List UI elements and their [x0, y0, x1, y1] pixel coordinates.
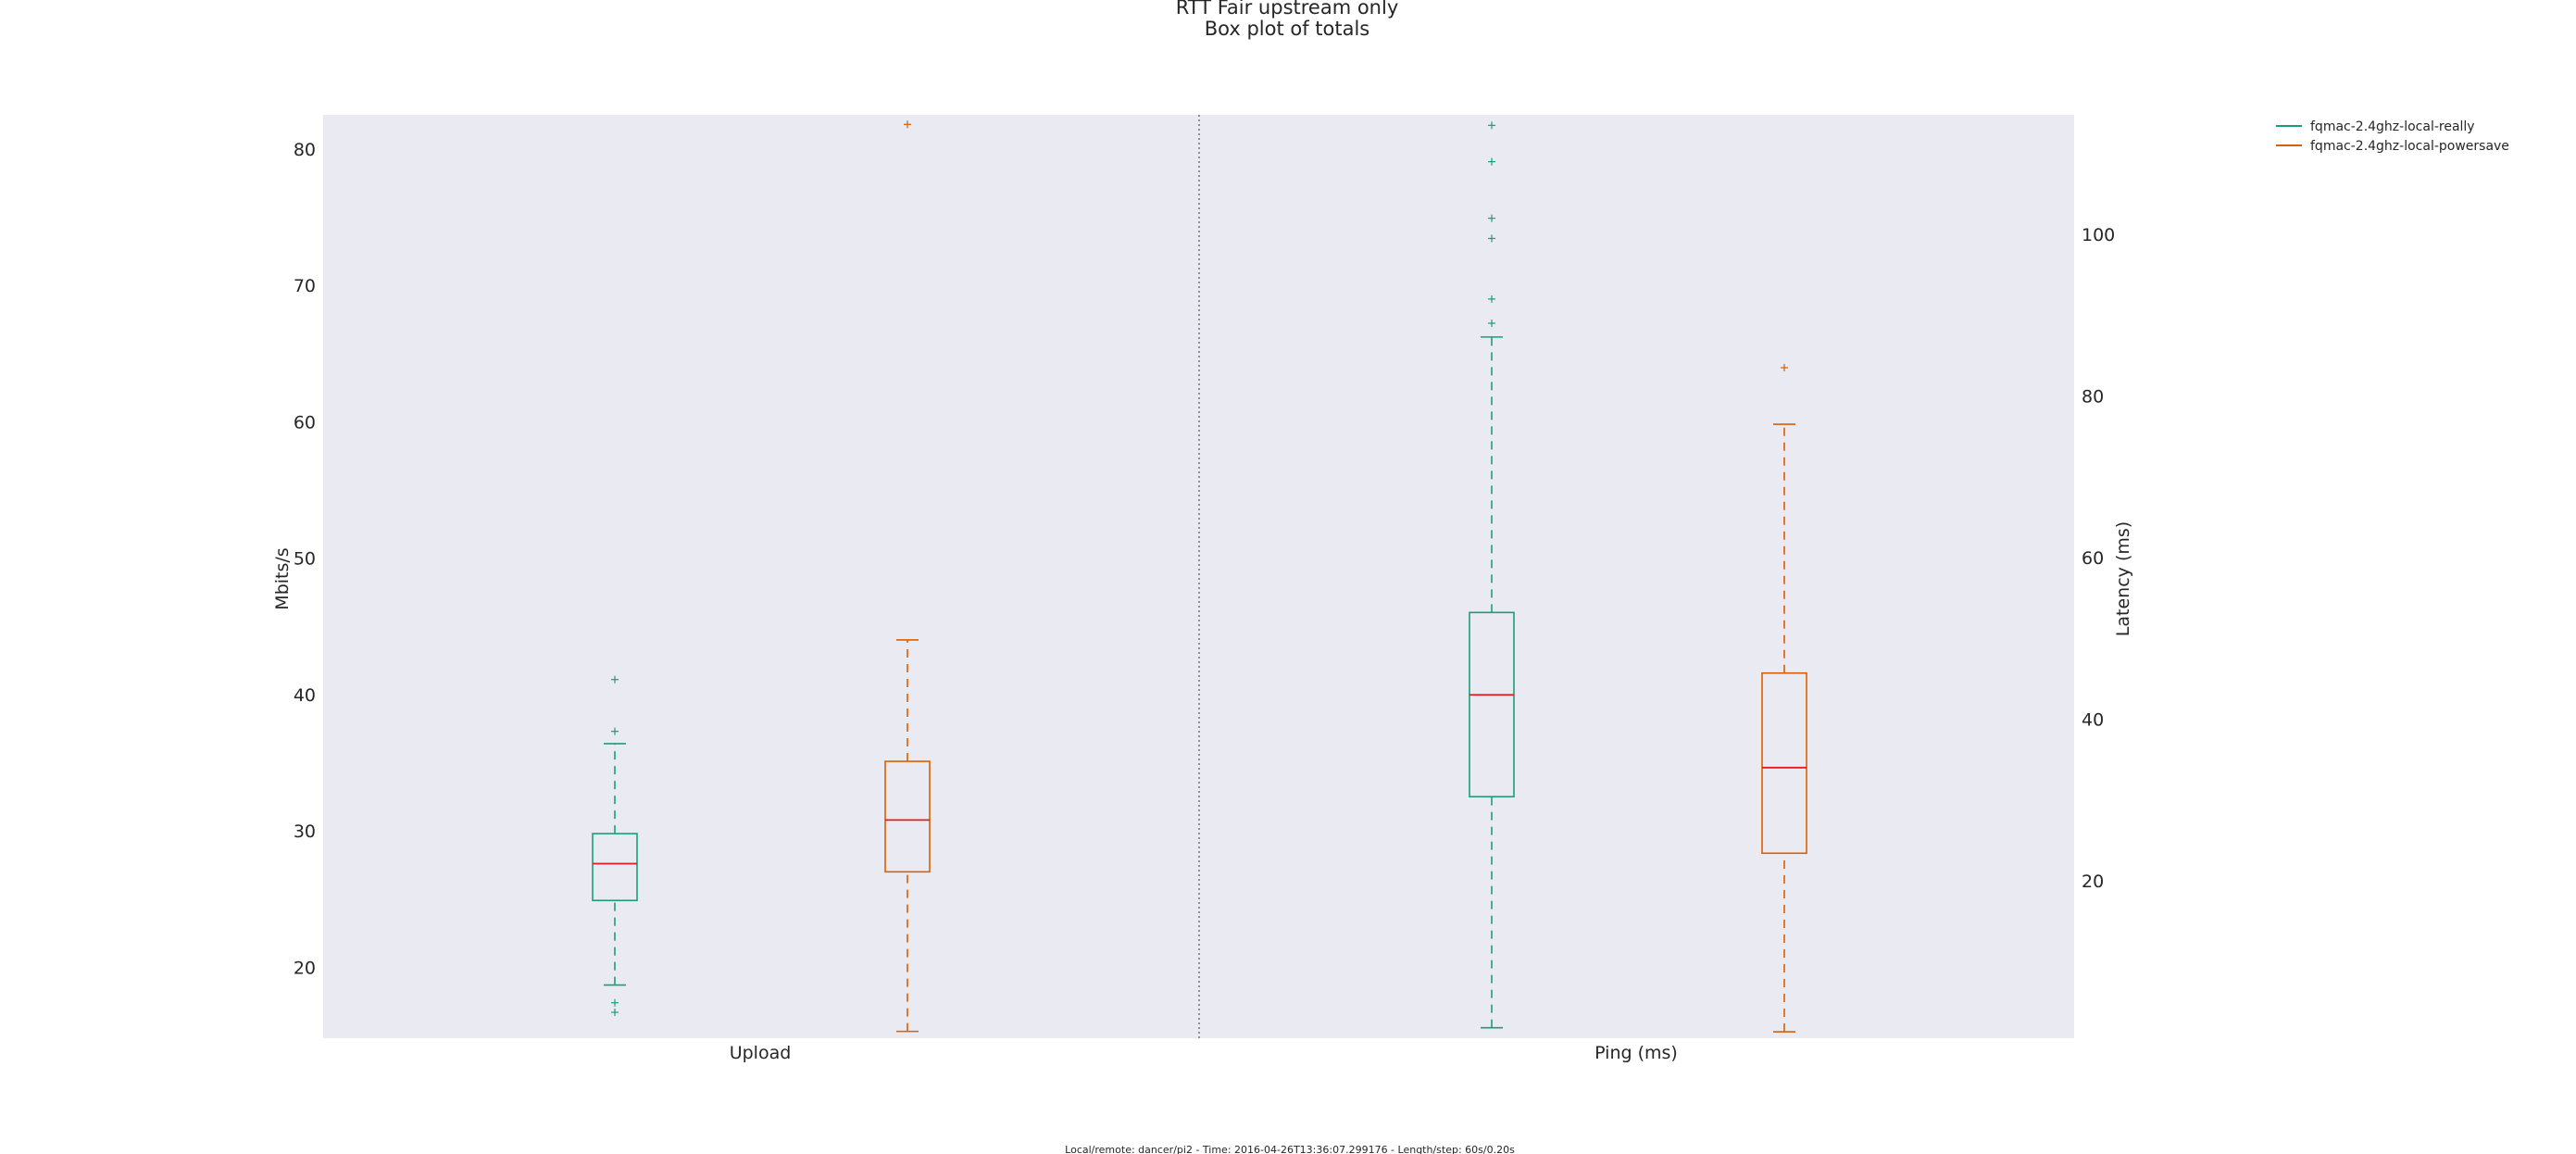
- legend-label-powersave: fqmac-2.4ghz-local-powersave: [2310, 139, 2509, 154]
- chart-subtitle: Box plot of totals: [1205, 18, 1370, 40]
- y-tick-label: 60: [294, 412, 316, 433]
- outlier-marker: [1488, 214, 1495, 222]
- box-really-ping: [1469, 121, 1515, 1029]
- left-y-axis-ticks: 20 30 40 50 60 70 80: [294, 140, 316, 979]
- y-tick-label: 80: [2082, 387, 2104, 408]
- y-tick-label: 40: [294, 685, 316, 706]
- right-y-axis-label: Latency (ms): [2113, 521, 2133, 636]
- outlier-marker: [611, 727, 619, 735]
- outlier-marker: [1488, 320, 1495, 328]
- legend-label-really: fqmac-2.4ghz-local-really: [2310, 119, 2475, 134]
- outlier-marker: [1488, 295, 1495, 303]
- box-iqr: [884, 760, 931, 873]
- box-really-upload: [592, 675, 638, 1017]
- chart-footer: Local/remote: dancer/pi2 - Time: 2016-04…: [1065, 1144, 1515, 1154]
- plot-area: [323, 115, 2074, 1038]
- outlier-marker: [611, 675, 619, 684]
- x-category-ping: Ping (ms): [1594, 1043, 1678, 1063]
- x-category-upload: Upload: [730, 1043, 792, 1063]
- y-tick-label: 60: [2082, 548, 2104, 569]
- y-tick-label: 20: [294, 958, 316, 978]
- y-tick-label: 100: [2082, 225, 2115, 245]
- outlier-marker: [904, 120, 911, 129]
- legend: fqmac-2.4ghz-local-really fqmac-2.4ghz-l…: [2276, 119, 2509, 154]
- y-tick-label: 30: [294, 822, 316, 842]
- y-tick-label: 70: [294, 276, 316, 296]
- left-y-axis-label: Mbits/s: [272, 547, 293, 609]
- outlier-marker: [611, 1009, 619, 1017]
- outlier-marker: [1488, 234, 1495, 243]
- y-tick-label: 40: [2082, 709, 2104, 730]
- box-iqr: [1761, 671, 1807, 855]
- chart-title: RTT Fair upstream only: [1176, 0, 1399, 19]
- y-tick-label: 50: [294, 549, 316, 570]
- outlier-marker: [611, 998, 619, 1007]
- outlier-marker: [1488, 157, 1495, 166]
- box-iqr: [592, 833, 638, 902]
- outlier-marker: [1781, 364, 1788, 372]
- outlier-marker: [1488, 121, 1495, 130]
- box-powersave-ping: [1761, 364, 1807, 1033]
- box-iqr: [1469, 611, 1515, 797]
- right-y-axis-ticks: 20 40 60 80 100: [2082, 225, 2115, 892]
- y-tick-label: 80: [294, 140, 316, 160]
- box-plot-series: [592, 120, 1807, 1033]
- box-powersave-upload: [884, 120, 931, 1033]
- y-tick-label: 20: [2082, 872, 2104, 892]
